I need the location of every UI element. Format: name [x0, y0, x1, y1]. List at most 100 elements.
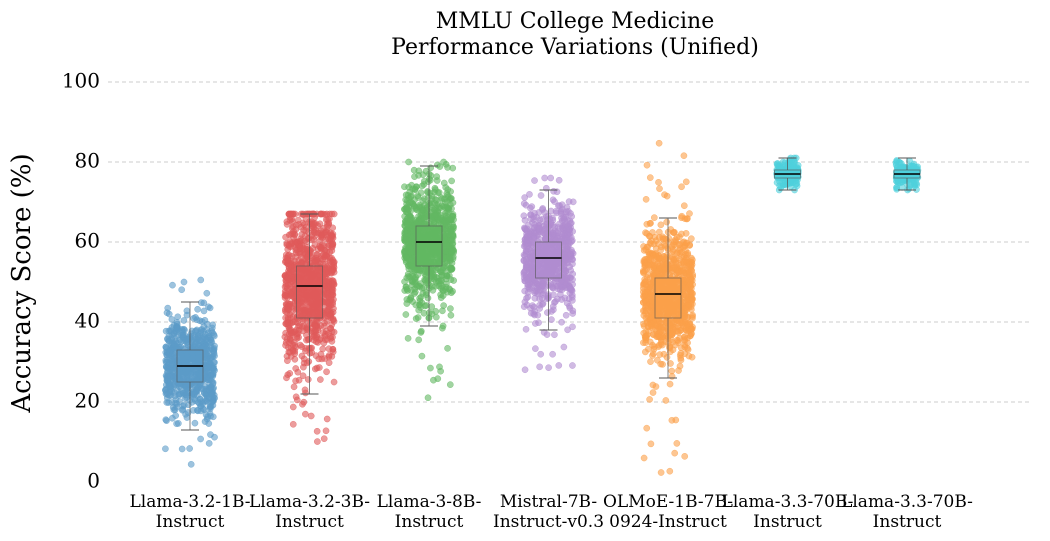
data-point [448, 265, 456, 273]
data-point [210, 345, 218, 352]
data-point [415, 167, 423, 175]
data-point [539, 301, 546, 308]
data-point [541, 174, 549, 182]
data-point [313, 251, 321, 258]
data-point [174, 313, 182, 321]
data-point [324, 216, 332, 223]
data-point [178, 286, 186, 294]
iqr-box [654, 277, 682, 319]
data-point [447, 188, 454, 195]
data-point [685, 296, 692, 304]
data-point [290, 228, 297, 235]
data-point [661, 191, 668, 199]
data-point [170, 355, 178, 363]
x-tick-label-line1: Llama-3.2-1B- [129, 492, 250, 512]
data-point [673, 249, 681, 257]
y-tick-label: 0 [87, 469, 100, 493]
data-point [296, 237, 304, 245]
data-point [671, 241, 678, 249]
data-point [319, 329, 327, 336]
y-tick-label: 100 [62, 69, 100, 93]
data-point [438, 272, 446, 280]
data-point [292, 393, 300, 401]
y-tick-label: 60 [75, 229, 100, 253]
data-point [317, 244, 324, 251]
data-point [448, 177, 455, 185]
data-point [434, 189, 442, 197]
data-point [668, 373, 676, 380]
data-point [421, 177, 428, 185]
data-point [296, 250, 304, 258]
data-point [198, 326, 205, 333]
data-point [536, 363, 544, 371]
data-point [329, 240, 337, 248]
data-point [687, 279, 694, 286]
data-point [442, 248, 449, 255]
data-point [560, 214, 568, 221]
data-point [521, 366, 529, 374]
chart-title-line2: Performance Variations (Unified) [391, 35, 759, 60]
data-point [663, 218, 671, 226]
data-point [683, 320, 690, 328]
data-point [566, 302, 573, 310]
data-point [282, 329, 290, 337]
box [296, 213, 323, 395]
data-point [424, 394, 432, 402]
x-tick-label-line2: Instruct-v0.3 [493, 512, 604, 532]
data-point [673, 440, 681, 447]
data-point [312, 226, 319, 234]
x-tick-label-line2: Instruct [873, 512, 942, 532]
data-point [411, 173, 418, 181]
data-point [403, 300, 411, 307]
data-point [531, 209, 538, 217]
data-point [524, 259, 532, 267]
box [654, 217, 682, 379]
data-point [164, 336, 171, 343]
data-point [528, 203, 536, 210]
data-point [676, 362, 684, 370]
data-point [300, 355, 308, 363]
data-point [675, 329, 682, 336]
data-point [531, 294, 539, 302]
data-point [527, 215, 535, 223]
data-point [681, 337, 688, 345]
data-point [447, 305, 454, 312]
data-point [536, 225, 543, 233]
data-point [401, 228, 409, 236]
data-point [657, 328, 664, 335]
data-point [330, 281, 338, 288]
data-point [688, 256, 696, 264]
data-point [417, 327, 425, 335]
data-point [655, 341, 663, 349]
data-point [329, 230, 337, 238]
data-point [669, 319, 677, 326]
data-point [420, 309, 428, 317]
x-tick-label-line1: Llama-3.3-70B- [841, 492, 973, 512]
data-point [207, 339, 214, 346]
data-point [312, 220, 319, 227]
data-point [328, 353, 336, 360]
data-point [681, 452, 689, 460]
data-point [300, 398, 308, 406]
data-point [793, 180, 801, 187]
data-point [186, 445, 193, 452]
data-point [443, 203, 451, 211]
data-point [421, 302, 429, 310]
data-point [551, 198, 558, 205]
data-point [412, 315, 420, 322]
data-point [172, 396, 180, 403]
data-point [642, 304, 650, 312]
data-point [663, 251, 671, 259]
data-point [314, 438, 321, 445]
data-point [290, 234, 298, 242]
data-point [424, 188, 431, 195]
data-point [284, 257, 291, 264]
data-point [327, 335, 335, 342]
data-point [542, 229, 550, 237]
data-point [669, 261, 677, 269]
data-point [650, 214, 658, 221]
data-point [291, 355, 299, 363]
data-point [642, 281, 650, 289]
data-point [677, 354, 685, 362]
